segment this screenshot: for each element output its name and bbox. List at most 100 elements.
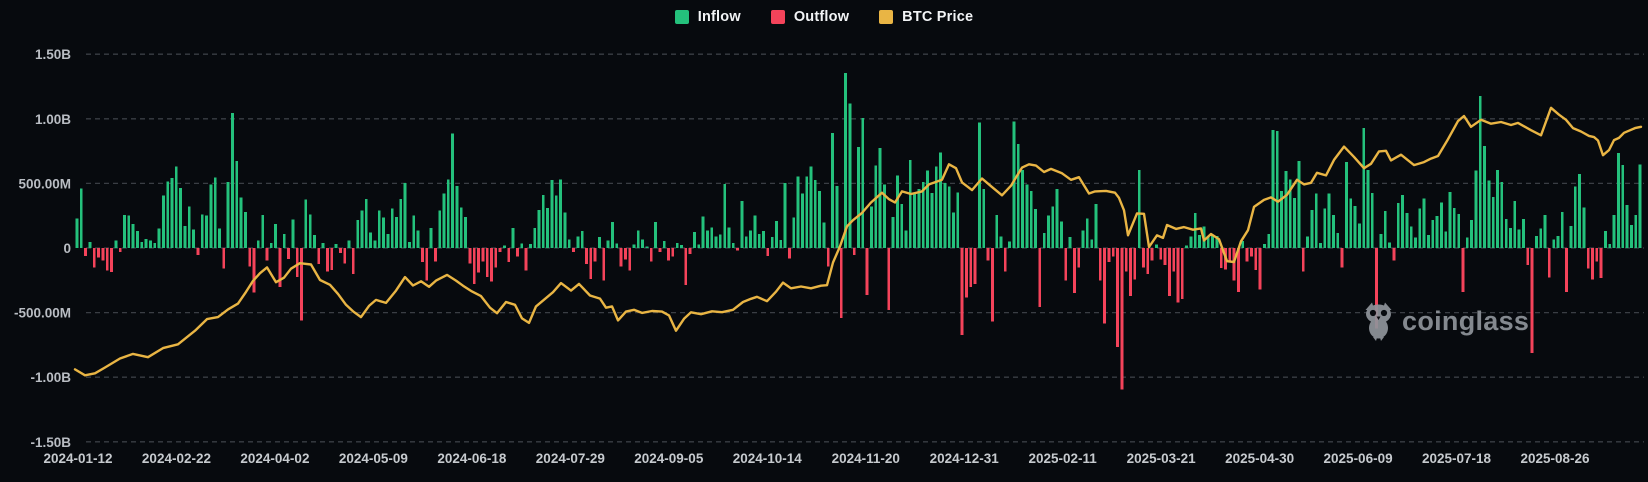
outflow-bar [425, 248, 429, 281]
inflow-bar [1638, 164, 1642, 248]
x-axis-tick-label: 2025-04-30 [1225, 451, 1294, 466]
inflow-bar [934, 166, 938, 248]
outflow-bar [295, 248, 299, 278]
outflow-bar [766, 248, 770, 256]
x-axis-tick-label: 2024-12-31 [930, 451, 1000, 466]
inflow-bar [1211, 235, 1214, 248]
x-axis-tick-label: 2024-10-14 [733, 451, 803, 466]
inflow-bar [1280, 191, 1284, 248]
inflow-bar [1534, 236, 1538, 248]
outflow-bar [248, 248, 252, 267]
inflow-bar [231, 112, 234, 249]
outflow-bar [623, 248, 627, 260]
inflow-bar [256, 240, 260, 248]
outflow-bar [485, 248, 489, 278]
inflow-bar [347, 240, 351, 248]
outflow-bar [433, 248, 437, 262]
outflow-bar [1176, 248, 1180, 303]
inflow-bar [442, 193, 446, 248]
outflow-bar [1103, 248, 1107, 324]
outflow-bar [326, 248, 329, 272]
outflow-bar [602, 248, 606, 281]
inflow-bar [451, 133, 455, 248]
inflow-bar [1349, 198, 1353, 248]
inflow-bar [1483, 145, 1486, 248]
inflow-bar [503, 245, 506, 248]
y-axis-tick-label: -1.00B [30, 370, 71, 385]
inflow-bar [1016, 143, 1020, 248]
outflow-bar [585, 248, 588, 265]
y-axis-tick-label: 500.00M [18, 176, 71, 191]
outflow-bar [1461, 248, 1465, 293]
legend-item-inflow[interactable]: Inflow [674, 9, 741, 25]
inflow-bar [209, 184, 213, 248]
outflow-bar [671, 248, 675, 257]
inflow-bar [576, 236, 580, 248]
inflow-bar [1370, 193, 1374, 248]
inflow-bar [239, 197, 243, 248]
outflow-bar [1133, 248, 1137, 280]
inflow-swatch-icon [674, 10, 689, 24]
inflow-bar [1474, 170, 1478, 248]
inflow-bar [641, 239, 645, 248]
outflow-bar [1375, 248, 1379, 329]
inflow-bar [550, 179, 554, 248]
outflow-bar [973, 248, 977, 284]
inflow-bar [1578, 174, 1581, 248]
inflow-bar [921, 182, 925, 248]
inflow-bar [753, 215, 757, 248]
inflow-bar [1513, 201, 1517, 248]
inflow-bar [1297, 160, 1301, 248]
inflow-bar [1327, 193, 1331, 248]
inflow-bar [282, 233, 286, 248]
x-axis-tick-label: 2024-09-05 [634, 451, 704, 466]
inflow-bar [895, 175, 899, 248]
inflow-bar [783, 182, 787, 248]
inflow-bar [149, 240, 152, 248]
outflow-bar [736, 248, 739, 251]
inflow-bar [861, 118, 865, 249]
outflow-bar [1163, 248, 1167, 266]
legend-item-outflow[interactable]: Outflow [770, 9, 849, 25]
outflow-bar [969, 248, 973, 287]
inflow-bar [857, 147, 860, 248]
inflow-bar [731, 242, 735, 248]
coinglass-owl-icon [1365, 302, 1392, 341]
inflow-bar [140, 242, 144, 248]
inflow-bar [567, 239, 571, 248]
x-axis-tick-label: 2024-06-18 [437, 451, 507, 466]
outflow-bar [658, 248, 662, 252]
inflow-bar [1396, 202, 1400, 248]
inflow-bar [1552, 239, 1556, 248]
inflow-bar [813, 180, 817, 248]
legend-item-btc-price[interactable]: BTC Price [879, 9, 973, 25]
inflow-bar [559, 179, 562, 248]
inflow-bar [291, 219, 295, 248]
inflow-bar [274, 224, 278, 248]
inflow-bar [205, 215, 208, 248]
inflow-bar [546, 207, 550, 248]
y-axis-tick-label: -1.50B [30, 435, 71, 450]
inflow-bar [1500, 182, 1504, 248]
inflow-bar [1418, 208, 1422, 248]
inflow-bar [1189, 236, 1193, 248]
inflow-bar [952, 212, 955, 248]
outflow-bar [1111, 248, 1115, 257]
inflow-bar [1198, 235, 1201, 248]
inflow-bar [127, 215, 131, 248]
inflow-bar [982, 189, 986, 248]
inflow-bar [313, 235, 316, 248]
outflow-bar [1340, 248, 1344, 268]
outflow-bar [196, 248, 200, 256]
inflow-bar [645, 246, 649, 248]
inflow-bar [727, 227, 731, 248]
inflow-bar [848, 103, 852, 248]
outflow-bar [1245, 248, 1249, 262]
inflow-bar [356, 220, 360, 248]
inflow-bar [1185, 245, 1189, 248]
inflow-bar [554, 195, 558, 248]
inflow-bar [1319, 243, 1322, 248]
coinglass-watermark: coinglass [1362, 301, 1529, 341]
